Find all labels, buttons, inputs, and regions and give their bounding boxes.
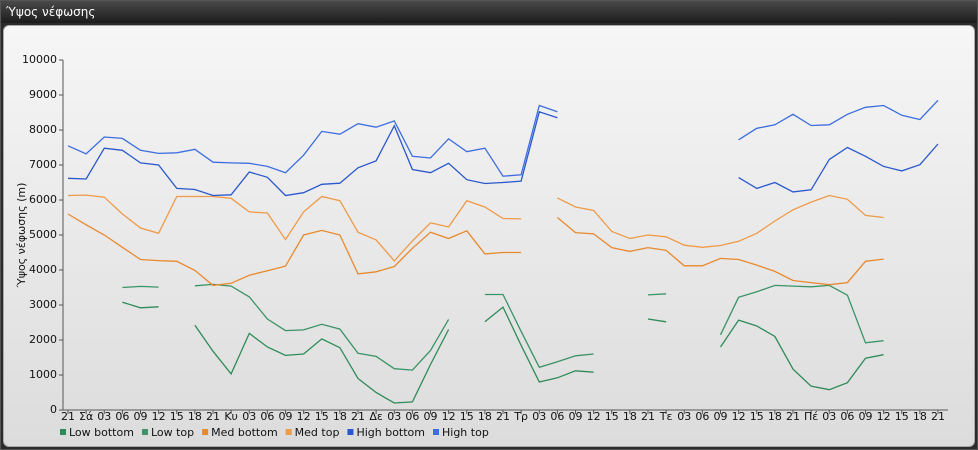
legend-swatch: [347, 429, 354, 435]
legend-swatch: [285, 429, 292, 435]
x-tick-label: 06: [840, 410, 854, 423]
y-tick-label: 6000: [29, 193, 57, 206]
x-tick-label: 09: [714, 410, 728, 423]
x-tick-label: 06: [550, 410, 564, 423]
series-line: [67, 213, 884, 287]
x-tick-label: 21: [641, 410, 655, 423]
x-tick-label: 12: [297, 410, 311, 423]
x-tick-label: 03: [242, 410, 256, 423]
x-tick-label: 15: [895, 410, 909, 423]
x-tick-label: 12: [442, 410, 456, 423]
x-tick-label: 15: [750, 410, 764, 423]
x-tick-label: 18: [478, 410, 492, 423]
x-tick-label: 18: [623, 410, 637, 423]
y-axis-label: Ύψος νέφωσης (m): [15, 183, 28, 289]
x-tick-label: 15: [315, 410, 329, 423]
x-tick-label: 18: [333, 410, 347, 423]
series-line: [67, 194, 884, 262]
x-tick-label: 12: [587, 410, 601, 423]
title-bar: Ύψος νέφωσης: [1, 1, 977, 23]
y-tick-label: 3000: [29, 298, 57, 311]
x-tick-label: 21: [496, 410, 510, 423]
legend-label: Low top: [151, 426, 194, 439]
x-tick-label: Τε: [659, 410, 673, 423]
x-tick-label: 03: [532, 410, 546, 423]
y-tick-label: 2000: [29, 333, 57, 346]
x-tick-label: 06: [115, 410, 129, 423]
series-line: [122, 301, 884, 404]
y-tick-label: 5000: [29, 228, 57, 241]
legend-swatch: [141, 429, 148, 435]
series-line: [67, 110, 939, 197]
x-tick-label: 21: [206, 410, 220, 423]
legend-label: Med bottom: [211, 426, 278, 439]
x-tick-label: 18: [913, 410, 927, 423]
x-tick-label: 18: [188, 410, 202, 423]
legend-swatch: [202, 429, 209, 435]
y-tick-label: 4000: [29, 263, 57, 276]
x-tick-label: Τρ: [513, 410, 528, 423]
legend-label: High bottom: [356, 426, 425, 439]
x-tick-label: Δε: [369, 410, 383, 423]
legend-label: Med top: [295, 426, 340, 439]
x-tick-label: 21: [931, 410, 945, 423]
x-tick-label: 15: [605, 410, 619, 423]
y-tick-label: 8000: [29, 123, 57, 136]
x-tick-label: 21: [61, 410, 75, 423]
series-line: [67, 99, 939, 177]
x-tick-label: 06: [260, 410, 274, 423]
y-tick-label: 9000: [29, 88, 57, 101]
x-tick-label: Σά: [79, 410, 93, 423]
x-tick-label: Πέ: [804, 410, 818, 423]
x-tick-label: 15: [460, 410, 474, 423]
x-tick-label: 09: [569, 410, 583, 423]
y-tick-label: 7000: [29, 158, 57, 171]
y-tick-label: 0: [50, 403, 57, 416]
x-tick-label: 09: [424, 410, 438, 423]
y-tick-label: 1000: [29, 368, 57, 381]
chart-panel: [3, 25, 975, 447]
x-tick-label: 06: [695, 410, 709, 423]
x-tick-label: 15: [170, 410, 184, 423]
legend-label: High top: [442, 426, 489, 439]
x-tick-label: 03: [97, 410, 111, 423]
series-line: [122, 283, 884, 371]
y-tick-label: 10000: [22, 53, 57, 66]
x-tick-label: 21: [786, 410, 800, 423]
x-tick-label: 06: [405, 410, 419, 423]
x-tick-label: 12: [877, 410, 891, 423]
legend-label: Low bottom: [69, 426, 134, 439]
x-tick-label: 09: [859, 410, 873, 423]
x-tick-label: Κυ: [224, 410, 238, 423]
x-tick-label: 18: [768, 410, 782, 423]
x-tick-label: 12: [152, 410, 166, 423]
x-tick-label: 21: [351, 410, 365, 423]
legend-swatch: [60, 429, 66, 435]
x-tick-label: 03: [822, 410, 836, 423]
x-tick-label: 09: [134, 410, 148, 423]
x-tick-label: 09: [279, 410, 293, 423]
legend-swatch: [433, 429, 439, 435]
x-tick-label: 12: [732, 410, 746, 423]
x-tick-label: 03: [387, 410, 401, 423]
x-tick-label: 03: [677, 410, 691, 423]
